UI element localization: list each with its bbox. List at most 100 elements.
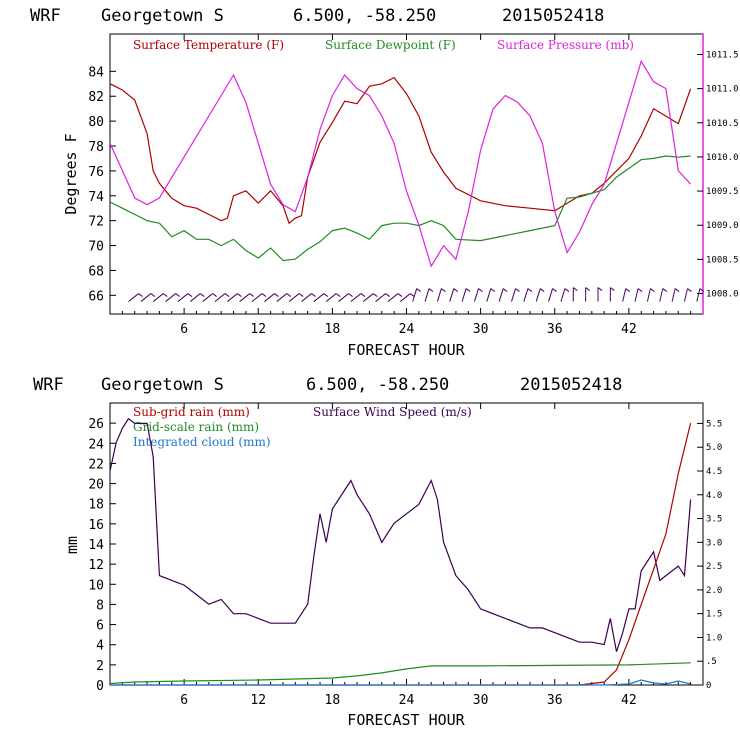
wind-barb: [313, 293, 325, 302]
wind-barb: [338, 293, 349, 302]
wind-barb-flag: [597, 287, 603, 291]
legend-temperature: Surface Temperature (F): [133, 38, 284, 52]
bottom-xtick-label: 24: [399, 693, 415, 708]
wind-barb: [412, 288, 418, 302]
bottom-ylabel: mm: [63, 536, 81, 554]
top-header-init: 2015052418: [502, 6, 604, 26]
bottom-xtick-label: 42: [621, 693, 637, 708]
bottom-rtick-label: 1.0: [706, 633, 722, 643]
top-series: [109, 59, 692, 268]
top-ytick-label: 82: [88, 90, 104, 105]
wind-barb: [165, 293, 176, 302]
wind-barb: [473, 288, 479, 302]
wind-barb: [622, 288, 627, 302]
bottom-rtick-label: 1.5: [706, 610, 722, 620]
bottom-ytick-label: 22: [88, 457, 104, 472]
wind-barb-flag: [428, 288, 434, 292]
wind-barb-flag: [650, 288, 655, 292]
top-xlabel: FORECAST HOUR: [347, 341, 465, 359]
wind-barb: [436, 288, 442, 302]
wind-barb-flag: [637, 288, 643, 292]
bottom-series: [109, 417, 692, 686]
top-rtick-label: 1009.0: [706, 221, 739, 231]
wind-barb: [251, 293, 263, 302]
top-xtick-label: 18: [325, 322, 341, 337]
bottom-ytick-label: 14: [88, 538, 104, 553]
wind-barb-flag: [490, 288, 496, 292]
top-xtick-label: 30: [473, 322, 489, 337]
top-rtick-label: 1011.0: [706, 85, 739, 95]
bottom-xtick-label: 12: [250, 693, 266, 708]
series-line-surface-pressure: [109, 59, 692, 268]
wind-barb: [189, 293, 201, 302]
wind-barb: [276, 293, 288, 302]
top-ytick-label: 76: [88, 165, 104, 180]
bottom-ytick-label: 18: [88, 498, 104, 513]
wind-barb-flag: [515, 288, 520, 292]
wind-barb: [634, 288, 639, 302]
top-rtick-label: 1008.0: [706, 290, 739, 300]
wind-barb: [486, 288, 492, 302]
bottom-ytick-label: 26: [88, 417, 104, 432]
wind-barb-flag: [360, 293, 366, 297]
wind-barb-flag: [249, 293, 255, 297]
top-header-model: WRF: [30, 6, 61, 26]
top-y-ticks: 66 68 70 72 74 76 78 80 82 84: [88, 65, 116, 304]
bottom-xtick-label: 30: [473, 693, 489, 708]
wind-barb-flag: [385, 293, 390, 297]
top-ytick-label: 72: [88, 215, 104, 230]
top-rtick-label: 1008.5: [706, 255, 739, 265]
wind-barb-flag: [441, 288, 446, 292]
top-header-location: Georgetown S: [101, 6, 224, 26]
bottom-ytick-label: 16: [88, 518, 104, 533]
wind-barb: [696, 288, 701, 302]
series-line-sub-grid-rain: [110, 422, 692, 686]
wind-barb-flag: [478, 288, 483, 292]
wind-barb-flag: [625, 288, 630, 292]
wind-barb-flag: [552, 288, 557, 292]
wind-barb: [671, 288, 676, 302]
wind-barb-flag: [175, 293, 180, 297]
wind-barb-flag: [585, 287, 590, 291]
top-rtick-label: 1010.0: [706, 153, 739, 163]
wind-barb: [498, 288, 504, 302]
series-line-grid-scale-rain: [109, 662, 691, 685]
bottom-rtick-label: 2.5: [706, 562, 722, 572]
wind-barb-flag: [397, 293, 403, 297]
wind-barb-flag: [502, 288, 508, 292]
top-header-coords: 6.500, -58.250: [293, 6, 436, 26]
wind-barb: [461, 288, 467, 302]
bottom-header-model: WRF: [33, 375, 64, 395]
wind-barb: [523, 288, 529, 302]
legend-subgrid-rain: Sub-grid rain (mm): [133, 405, 250, 419]
wind-barb-flag: [348, 293, 353, 297]
wind-barb: [548, 288, 554, 302]
wind-barb: [400, 293, 411, 302]
bottom-ytick-label: 0: [96, 679, 104, 694]
wind-barb-flag: [150, 293, 156, 297]
wind-barb: [350, 293, 362, 302]
wind-barb-flag: [687, 288, 692, 292]
top-xtick-label: 36: [547, 322, 563, 337]
top-x-ticks: 6 12 18 24 30 36 42: [121, 34, 692, 337]
wind-barb: [560, 288, 566, 302]
wind-barb: [202, 293, 213, 302]
bottom-header-init: 2015052418: [520, 375, 622, 395]
series-line-surface-temperature: [109, 76, 692, 225]
wind-barb-flag: [453, 288, 459, 292]
wind-barb-flag: [527, 288, 533, 292]
wind-barb: [375, 293, 386, 302]
wind-barb-flag: [335, 293, 341, 297]
top-rtick-label: 1010.5: [706, 119, 739, 129]
wind-barb: [683, 288, 688, 302]
bottom-rtick-label: .5: [706, 657, 717, 667]
bottom-ytick-label: 20: [88, 478, 104, 493]
top-rtick-label: 1009.5: [706, 187, 739, 197]
bottom-panel: WRF Georgetown S 6.500, -58.250 20150524…: [33, 375, 722, 729]
wind-barb-flag: [162, 293, 168, 297]
top-panel: WRF Georgetown S 6.500, -58.250 20150524…: [30, 6, 739, 359]
bottom-header-coords: 6.500, -58.250: [306, 375, 449, 395]
wind-barb-flag: [564, 288, 570, 292]
legend-dewpoint: Surface Dewpoint (F): [325, 38, 456, 52]
